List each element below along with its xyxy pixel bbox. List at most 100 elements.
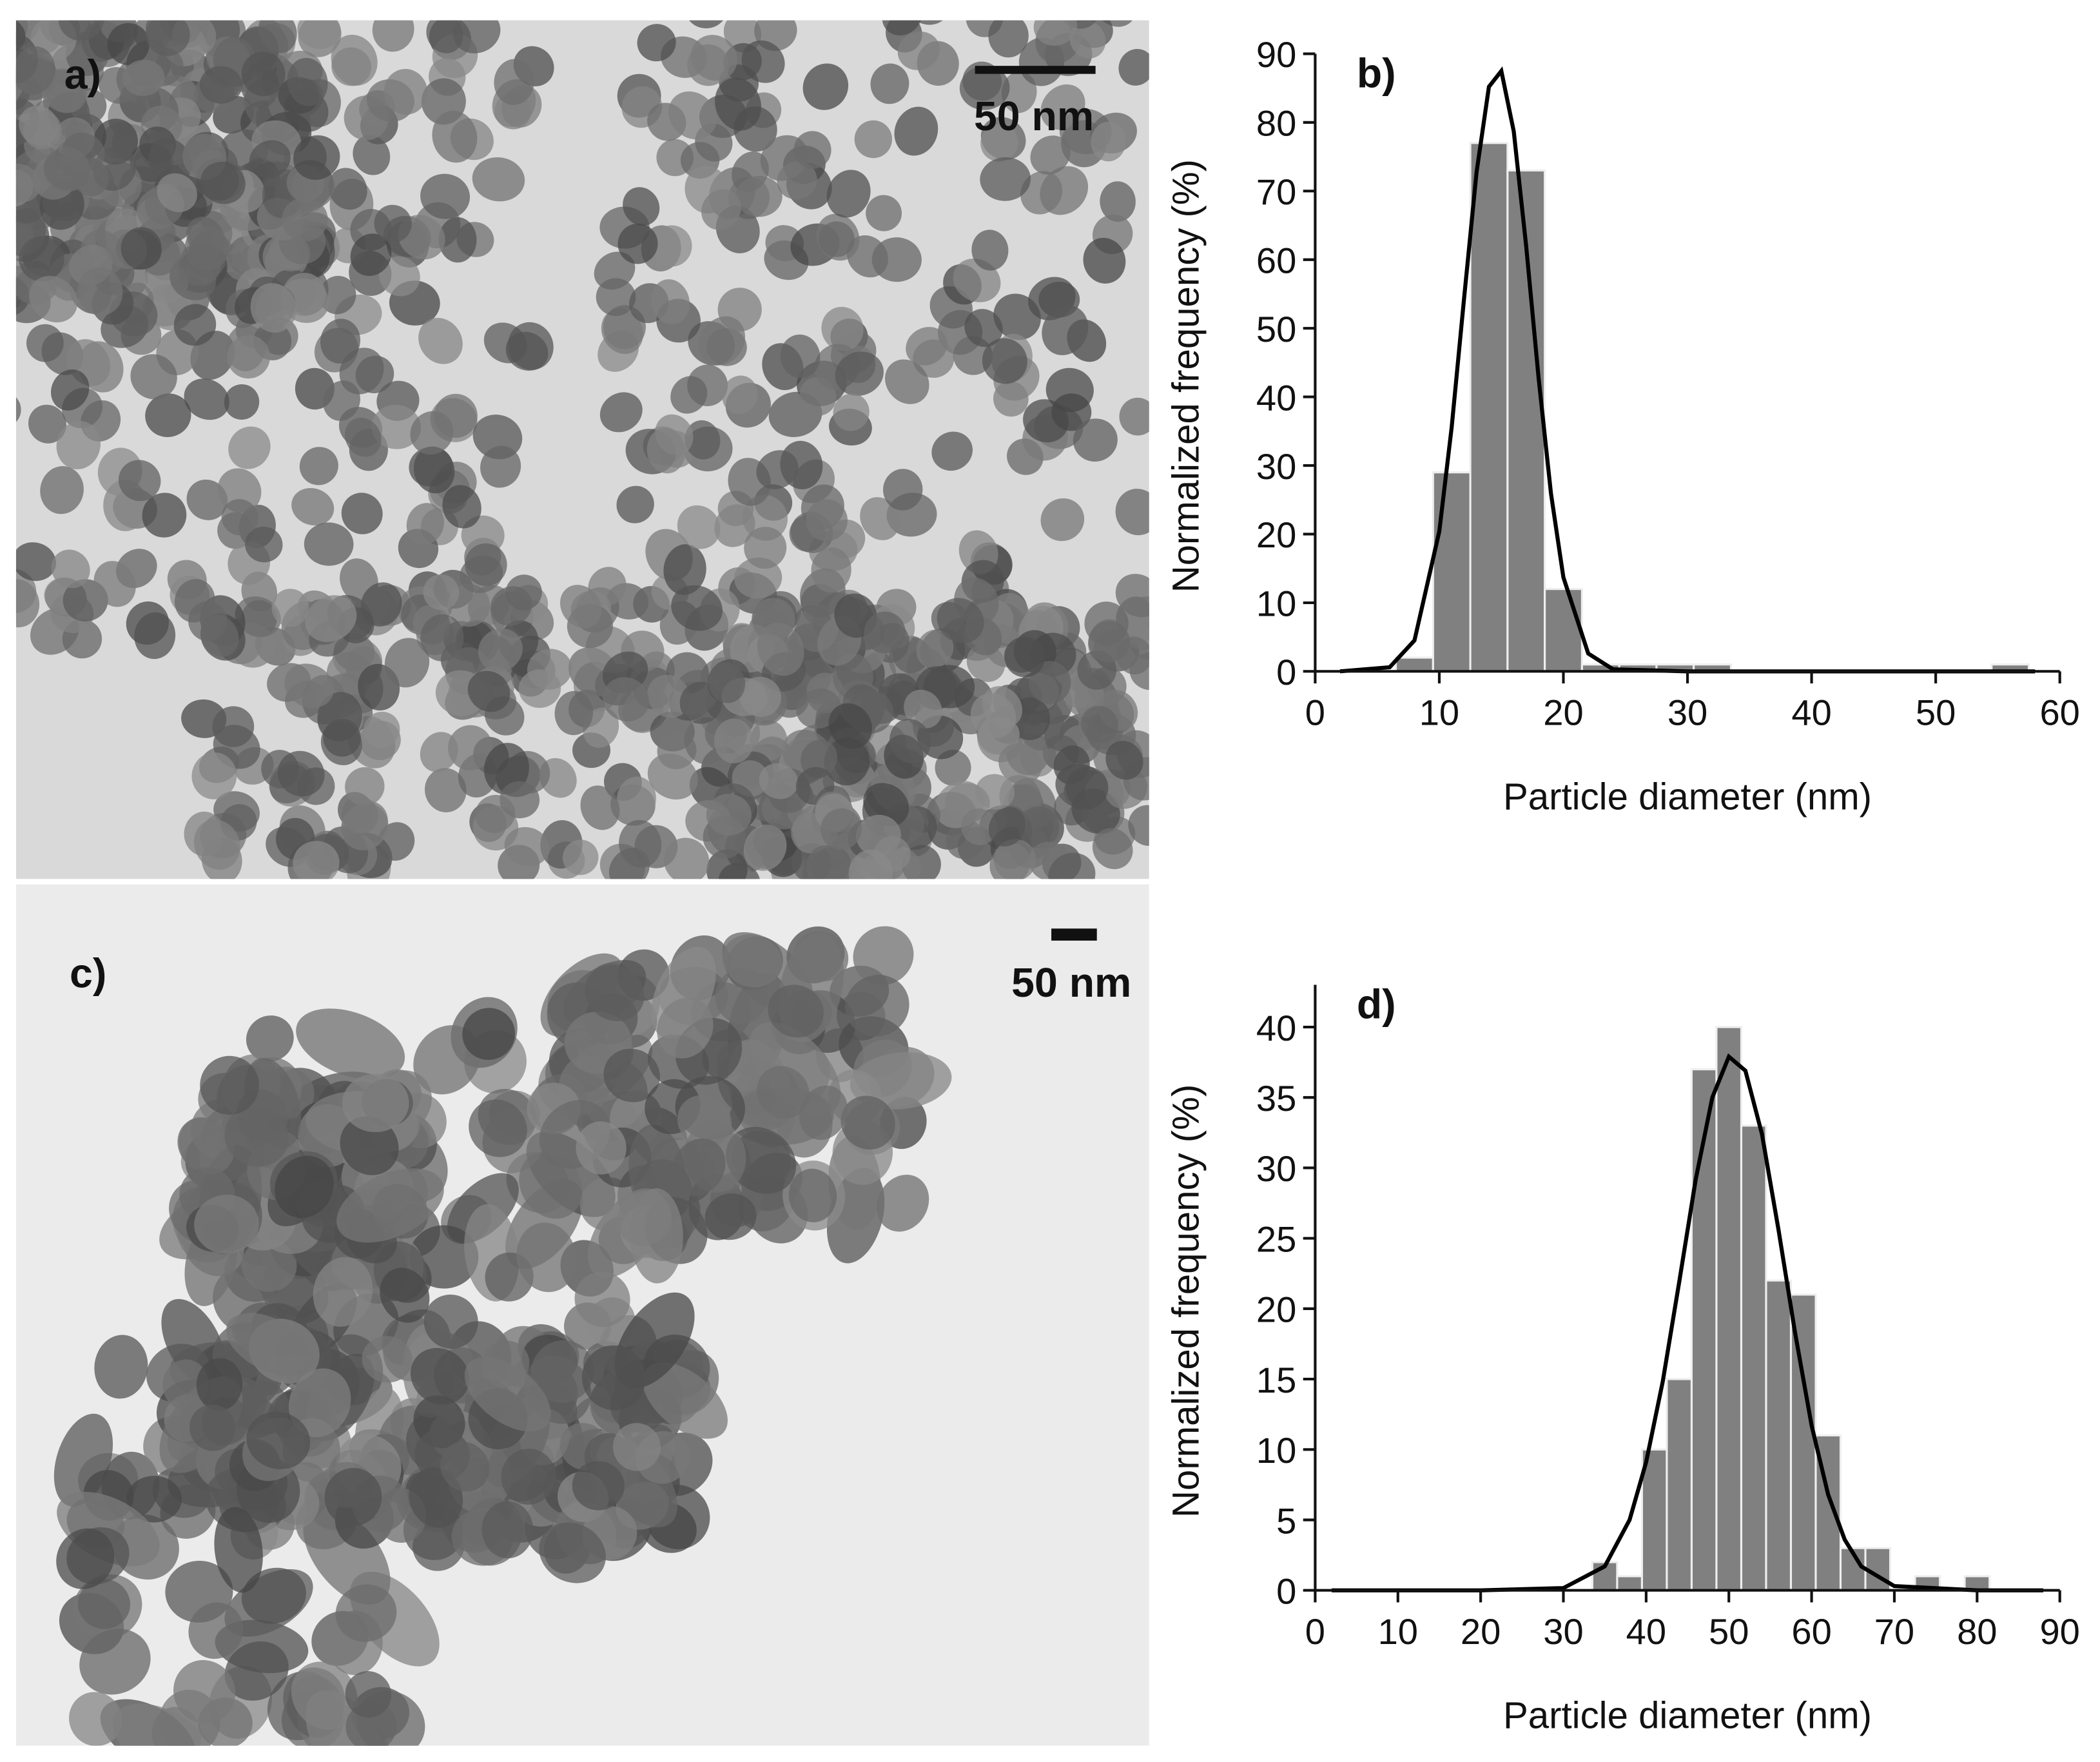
particle <box>420 614 464 661</box>
particle <box>894 106 938 156</box>
particle <box>806 845 851 879</box>
particle <box>478 628 523 672</box>
particle <box>816 213 860 261</box>
particle <box>148 138 192 184</box>
particle <box>637 24 676 62</box>
particle <box>860 497 900 540</box>
particle <box>464 1356 551 1432</box>
particle <box>299 447 338 485</box>
particle <box>293 841 340 879</box>
particle <box>494 59 534 105</box>
particle <box>423 1294 478 1349</box>
particle <box>1033 20 1078 46</box>
particle <box>1040 84 1085 130</box>
particle <box>212 706 255 747</box>
bar <box>1395 656 1434 672</box>
particle <box>961 808 997 845</box>
particle <box>647 428 686 474</box>
particle <box>246 1015 294 1062</box>
particle <box>224 384 260 420</box>
particle <box>162 1359 209 1410</box>
particle <box>467 671 510 712</box>
bar <box>1544 588 1583 672</box>
particle <box>706 794 752 836</box>
particle <box>708 662 746 703</box>
particle <box>188 1602 244 1659</box>
particle <box>442 485 481 529</box>
particle <box>706 849 748 879</box>
particle <box>1065 767 1109 810</box>
particle <box>854 120 893 159</box>
y-tick-label: 70 <box>1256 171 1296 212</box>
fit-curve <box>1332 1053 2043 1592</box>
bar <box>1740 1124 1767 1592</box>
particle <box>1030 135 1071 175</box>
particle <box>122 59 165 96</box>
particle <box>1118 48 1149 86</box>
particle <box>51 549 90 589</box>
y-axis-label: Normalized frequency (%) <box>1165 159 1207 592</box>
particle <box>882 20 922 36</box>
particle <box>726 1126 797 1194</box>
particle <box>603 1048 660 1102</box>
particle <box>1004 636 1045 678</box>
x-tick-label: 60 <box>1791 1611 1831 1652</box>
particle <box>1029 661 1071 704</box>
particle <box>130 354 177 400</box>
particle <box>323 380 360 421</box>
particle <box>1040 166 1089 215</box>
particle <box>1128 805 1149 847</box>
particle <box>1001 71 1037 113</box>
scale-bar-label: 50 nm <box>974 93 1094 139</box>
particle <box>988 20 1029 58</box>
particle <box>224 1641 289 1701</box>
particle <box>617 1191 672 1246</box>
particle <box>126 1476 182 1523</box>
particle <box>142 493 187 538</box>
particle <box>677 1095 732 1148</box>
particle <box>41 68 88 113</box>
particle <box>701 189 741 230</box>
particle <box>1073 418 1118 462</box>
particle <box>191 752 237 799</box>
particle <box>291 488 335 526</box>
particle <box>603 677 650 722</box>
particle <box>173 1659 236 1724</box>
particle <box>897 31 940 70</box>
particle <box>79 1629 151 1695</box>
x-tick-label: 70 <box>1874 1611 1914 1652</box>
particle <box>296 1008 405 1080</box>
particle <box>305 595 357 642</box>
particle <box>1092 828 1133 870</box>
particle <box>77 1579 131 1629</box>
x-tick-label: 50 <box>1709 1611 1749 1652</box>
particle <box>184 378 229 420</box>
particle <box>480 445 521 488</box>
particle <box>438 217 477 263</box>
particle <box>246 1411 311 1469</box>
particle <box>28 404 66 444</box>
particle <box>885 359 929 404</box>
particle <box>793 131 831 170</box>
particle <box>777 161 817 200</box>
bar <box>1765 1279 1793 1592</box>
particle <box>821 306 864 351</box>
particle <box>331 47 372 86</box>
particle <box>866 195 902 231</box>
particle <box>23 110 62 150</box>
particle <box>845 975 909 1037</box>
particle <box>671 585 723 631</box>
particle <box>722 375 758 415</box>
y-tick-label: 25 <box>1256 1219 1296 1259</box>
particle <box>906 327 948 366</box>
particle <box>757 622 804 676</box>
particle <box>993 839 1036 879</box>
bar <box>1715 1026 1743 1592</box>
particle <box>228 426 271 469</box>
particle <box>410 1347 470 1405</box>
particle <box>188 601 228 641</box>
particle <box>287 57 328 106</box>
particle <box>1105 741 1143 780</box>
particle <box>501 1448 556 1505</box>
particle <box>186 479 228 520</box>
